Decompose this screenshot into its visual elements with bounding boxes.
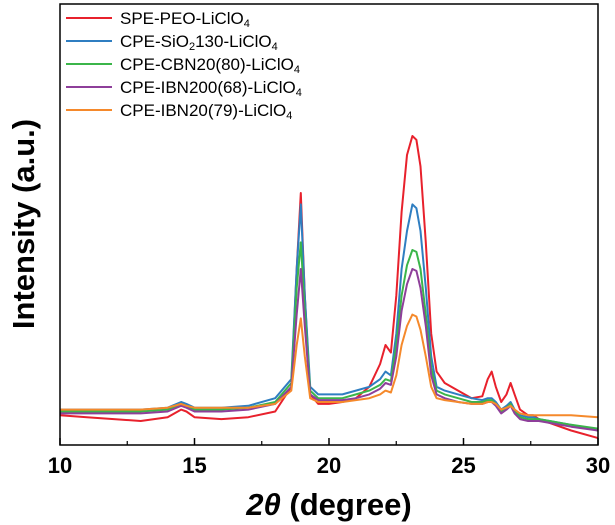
x-tick-label: 10	[48, 453, 72, 478]
legend-label: CPE-CBN20(80)-LiClO4	[120, 55, 300, 76]
series-layer	[59, 135, 599, 440]
legend-label: SPE-PEO-LiClO4	[120, 9, 250, 30]
x-tick-label: 30	[586, 453, 610, 478]
legend-label: CPE-SiO2130-LiClO4	[120, 32, 278, 53]
legend-label: CPE-IBN20(79)-LiClO4	[120, 101, 292, 122]
legend: SPE-PEO-LiClO4CPE-SiO2130-LiClO4CPE-CBN2…	[66, 9, 302, 122]
x-axis-symbol: 2θ	[245, 487, 281, 522]
x-tick-label: 15	[182, 453, 206, 478]
ticks-layer: 10 15 20 25 30	[48, 438, 610, 478]
series-line-1	[59, 135, 599, 440]
series-line-4	[60, 268, 599, 432]
y-axis-title: Intensity (a.u.)	[6, 119, 41, 329]
series-line-2	[60, 203, 599, 432]
x-axis-title: 2θ (degree)	[245, 487, 411, 522]
x-tick-label: 20	[317, 453, 341, 478]
x-tick-label: 25	[451, 453, 475, 478]
x-axis-unit: (degree)	[281, 487, 412, 522]
legend-label: CPE-IBN200(68)-LiClO4	[120, 78, 302, 99]
series-line-5	[60, 313, 599, 419]
series-line-3	[60, 241, 599, 430]
